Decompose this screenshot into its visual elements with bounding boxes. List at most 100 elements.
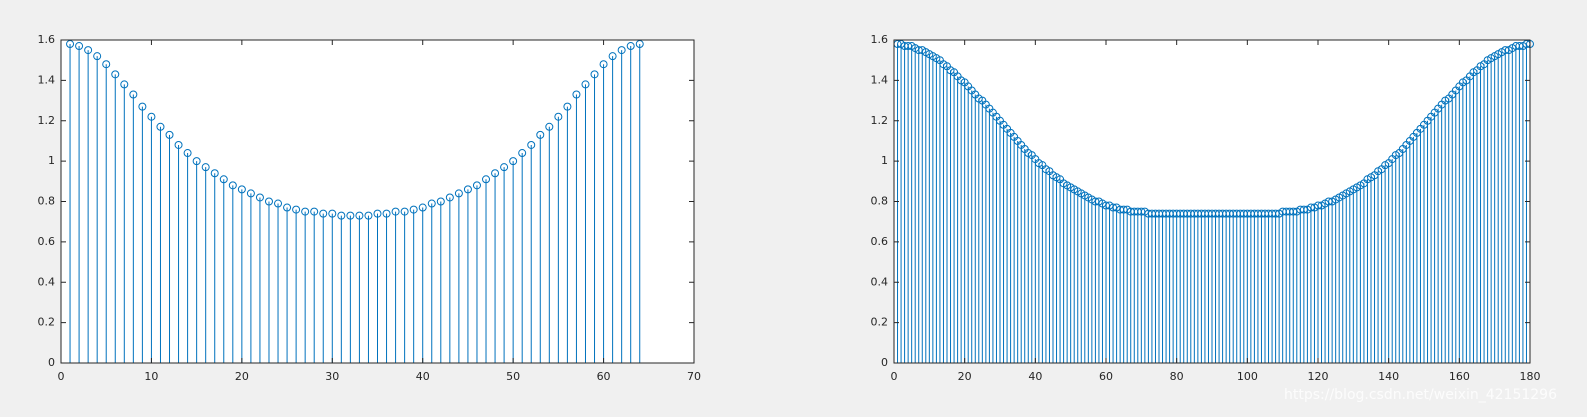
- stem-marker: [491, 169, 500, 178]
- stem-marker: [93, 52, 102, 61]
- stem-marker: [572, 90, 581, 99]
- stem-marker: [75, 42, 84, 51]
- stem-marker: [545, 122, 554, 131]
- y-tick-label: 0.4: [871, 275, 889, 288]
- y-tick-label: 0.2: [871, 316, 889, 329]
- stem-marker: [536, 130, 545, 139]
- stem-marker: [319, 209, 328, 218]
- stem-marker: [165, 130, 174, 139]
- x-tick-label: 160: [1449, 370, 1470, 383]
- stem-marker: [554, 112, 563, 121]
- x-tick-label: 0: [891, 370, 898, 383]
- stem-marker: [563, 102, 572, 111]
- stem-marker: [400, 207, 409, 216]
- stem-marker: [192, 157, 201, 166]
- stem-marker: [301, 207, 310, 216]
- stem-marker: [120, 80, 129, 89]
- stem-marker: [264, 197, 273, 206]
- stem-marker: [201, 163, 210, 172]
- stem-marker: [237, 185, 246, 194]
- stem-marker: [427, 199, 436, 208]
- x-tick-label: 40: [1028, 370, 1042, 383]
- y-tick-label: 1.4: [38, 73, 56, 86]
- stem-marker: [626, 42, 635, 51]
- y-tick-label: 0.8: [38, 195, 56, 208]
- x-tick-label: 140: [1378, 370, 1399, 383]
- stem-marker: [454, 189, 463, 198]
- stem-marker: [129, 90, 138, 99]
- x-tick-label: 60: [597, 370, 611, 383]
- stem-marker: [373, 209, 382, 218]
- y-tick-label: 0: [881, 356, 888, 369]
- stem-marker: [147, 112, 156, 121]
- x-tick-label: 100: [1237, 370, 1258, 383]
- y-tick-label: 0.6: [38, 235, 56, 248]
- stem-marker: [409, 205, 418, 214]
- y-tick-label: 0.4: [38, 275, 56, 288]
- stem-marker: [527, 140, 536, 149]
- y-tick-label: 1: [881, 154, 888, 167]
- stem-marker: [608, 52, 617, 61]
- stem-marker: [337, 211, 346, 220]
- y-tick-label: 1.2: [871, 114, 889, 127]
- stem-marker: [111, 70, 120, 79]
- y-tick-label: 1: [48, 154, 55, 167]
- stem-marker: [219, 175, 228, 184]
- stem-marker: [274, 199, 283, 208]
- x-tick-label: 120: [1308, 370, 1329, 383]
- x-tick-label: 20: [958, 370, 972, 383]
- axes-box: [893, 39, 1531, 364]
- stem-marker: [500, 163, 509, 172]
- stem-marker: [183, 149, 192, 158]
- x-tick-label: 0: [58, 370, 65, 383]
- stem-marker: [84, 46, 93, 55]
- stem-marker: [482, 175, 491, 184]
- stem-marker: [509, 157, 518, 166]
- y-tick-label: 0: [48, 356, 55, 369]
- y-tick-label: 0.2: [38, 316, 56, 329]
- stem-marker: [228, 181, 237, 190]
- watermark: https://blog.csdn.net/weixin_42151296: [1284, 387, 1557, 403]
- stem-marker: [581, 80, 590, 89]
- y-tick-label: 1.2: [38, 114, 56, 127]
- stem-marker: [617, 46, 626, 55]
- stem-marker: [210, 169, 219, 178]
- x-tick-label: 40: [416, 370, 430, 383]
- stem-marker: [518, 149, 527, 158]
- stem-marker: [66, 40, 75, 49]
- x-tick-label: 180: [1520, 370, 1541, 383]
- axes: 0 20 40 60 80 100 120 140 160 180 0 0.2 0.4 0.6 0.8 1 1.…: [871, 33, 1541, 383]
- x-tick-label: 30: [325, 370, 339, 383]
- x-tick-label: 10: [144, 370, 158, 383]
- y-tick-label: 1.6: [871, 33, 889, 46]
- stem-marker: [328, 209, 337, 218]
- y-tick-label: 0.6: [871, 235, 889, 248]
- axes: 0 10 20 30 40 50 60 70 0 0.2 0.4 0.6 0.8 1 1.2 1.4 1.6: [38, 33, 702, 383]
- stem-marker: [463, 185, 472, 194]
- stem-marker: [391, 207, 400, 216]
- stem-marker: [255, 193, 264, 202]
- y-tick-label: 1.6: [38, 33, 56, 46]
- x-tick-label: 70: [687, 370, 701, 383]
- stem-marker: [283, 203, 292, 212]
- x-tick-label: 50: [506, 370, 520, 383]
- axes-box: [60, 39, 695, 364]
- stem-marker: [156, 122, 165, 131]
- y-tick-label: 1.4: [871, 73, 889, 86]
- stem-marker: [445, 193, 454, 202]
- stem-marker: [436, 197, 445, 206]
- stem-marker: [599, 60, 608, 69]
- x-tick-label: 20: [235, 370, 249, 383]
- stem-marker: [174, 140, 183, 149]
- stem-marker: [418, 203, 427, 212]
- stem-marker: [292, 205, 301, 214]
- x-tick-label: 60: [1099, 370, 1113, 383]
- stem-marker: [355, 211, 364, 220]
- stem-marker: [310, 207, 319, 216]
- x-tick-label: 80: [1170, 370, 1184, 383]
- stem-marker: [346, 211, 355, 220]
- stem-marker: [102, 60, 111, 69]
- stem-marker: [472, 181, 481, 190]
- stem-marker: [364, 211, 373, 220]
